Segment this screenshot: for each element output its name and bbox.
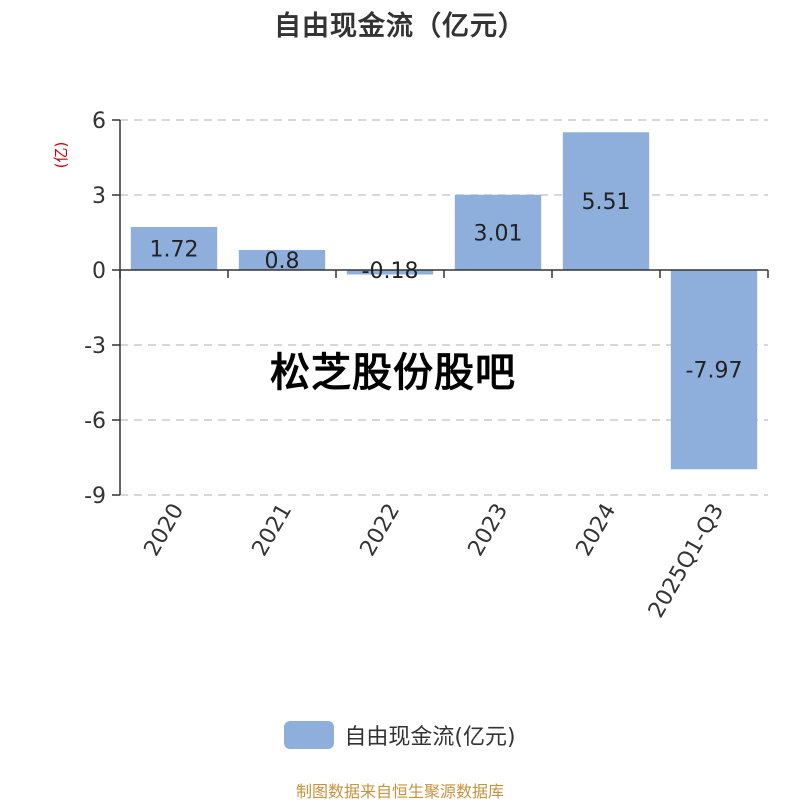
bar bbox=[670, 270, 758, 470]
source-note: 制图数据来自恒生聚源数据库 bbox=[295, 782, 504, 801]
x-tick-label: 2023 bbox=[464, 500, 514, 561]
x-tick-label: 2025Q1-Q3 bbox=[644, 500, 729, 623]
bar bbox=[130, 227, 218, 270]
x-tick-label: 2022 bbox=[356, 500, 406, 561]
y-tick-label: 3 bbox=[92, 184, 106, 209]
y-axis-label: (亿) bbox=[52, 142, 70, 169]
bar bbox=[238, 250, 326, 270]
y-tick-label: -6 bbox=[84, 409, 106, 434]
x-tick-label: 2021 bbox=[248, 500, 298, 561]
bar-value-label: -0.18 bbox=[362, 259, 419, 284]
x-tick-label: 2024 bbox=[572, 500, 622, 561]
gridlines bbox=[120, 119, 768, 496]
bar bbox=[562, 132, 650, 270]
x-tick-label: 2020 bbox=[140, 500, 190, 561]
y-tick-label: -3 bbox=[84, 334, 106, 359]
y-tick-label: 0 bbox=[92, 259, 106, 284]
y-tick-label: 6 bbox=[92, 109, 106, 134]
legend[interactable]: 自由现金流(亿元) bbox=[0, 718, 800, 752]
bar bbox=[346, 270, 434, 275]
legend-label: 自由现金流(亿元) bbox=[344, 725, 516, 750]
chart-title: 自由现金流（亿元） bbox=[274, 11, 526, 42]
bar-value-label: 1.72 bbox=[150, 238, 199, 263]
bars bbox=[130, 132, 758, 470]
bar-value-label: -7.97 bbox=[686, 359, 743, 384]
bar-value-label: 5.51 bbox=[582, 190, 631, 215]
bar-value-label: 0.8 bbox=[265, 249, 300, 274]
bar-value-label: 3.01 bbox=[474, 221, 523, 246]
watermark-text: 松芝股份股吧 bbox=[270, 350, 516, 396]
legend-swatch bbox=[284, 721, 335, 749]
y-tick-label: -9 bbox=[84, 484, 106, 509]
axes bbox=[112, 119, 769, 496]
bar bbox=[454, 194, 542, 270]
